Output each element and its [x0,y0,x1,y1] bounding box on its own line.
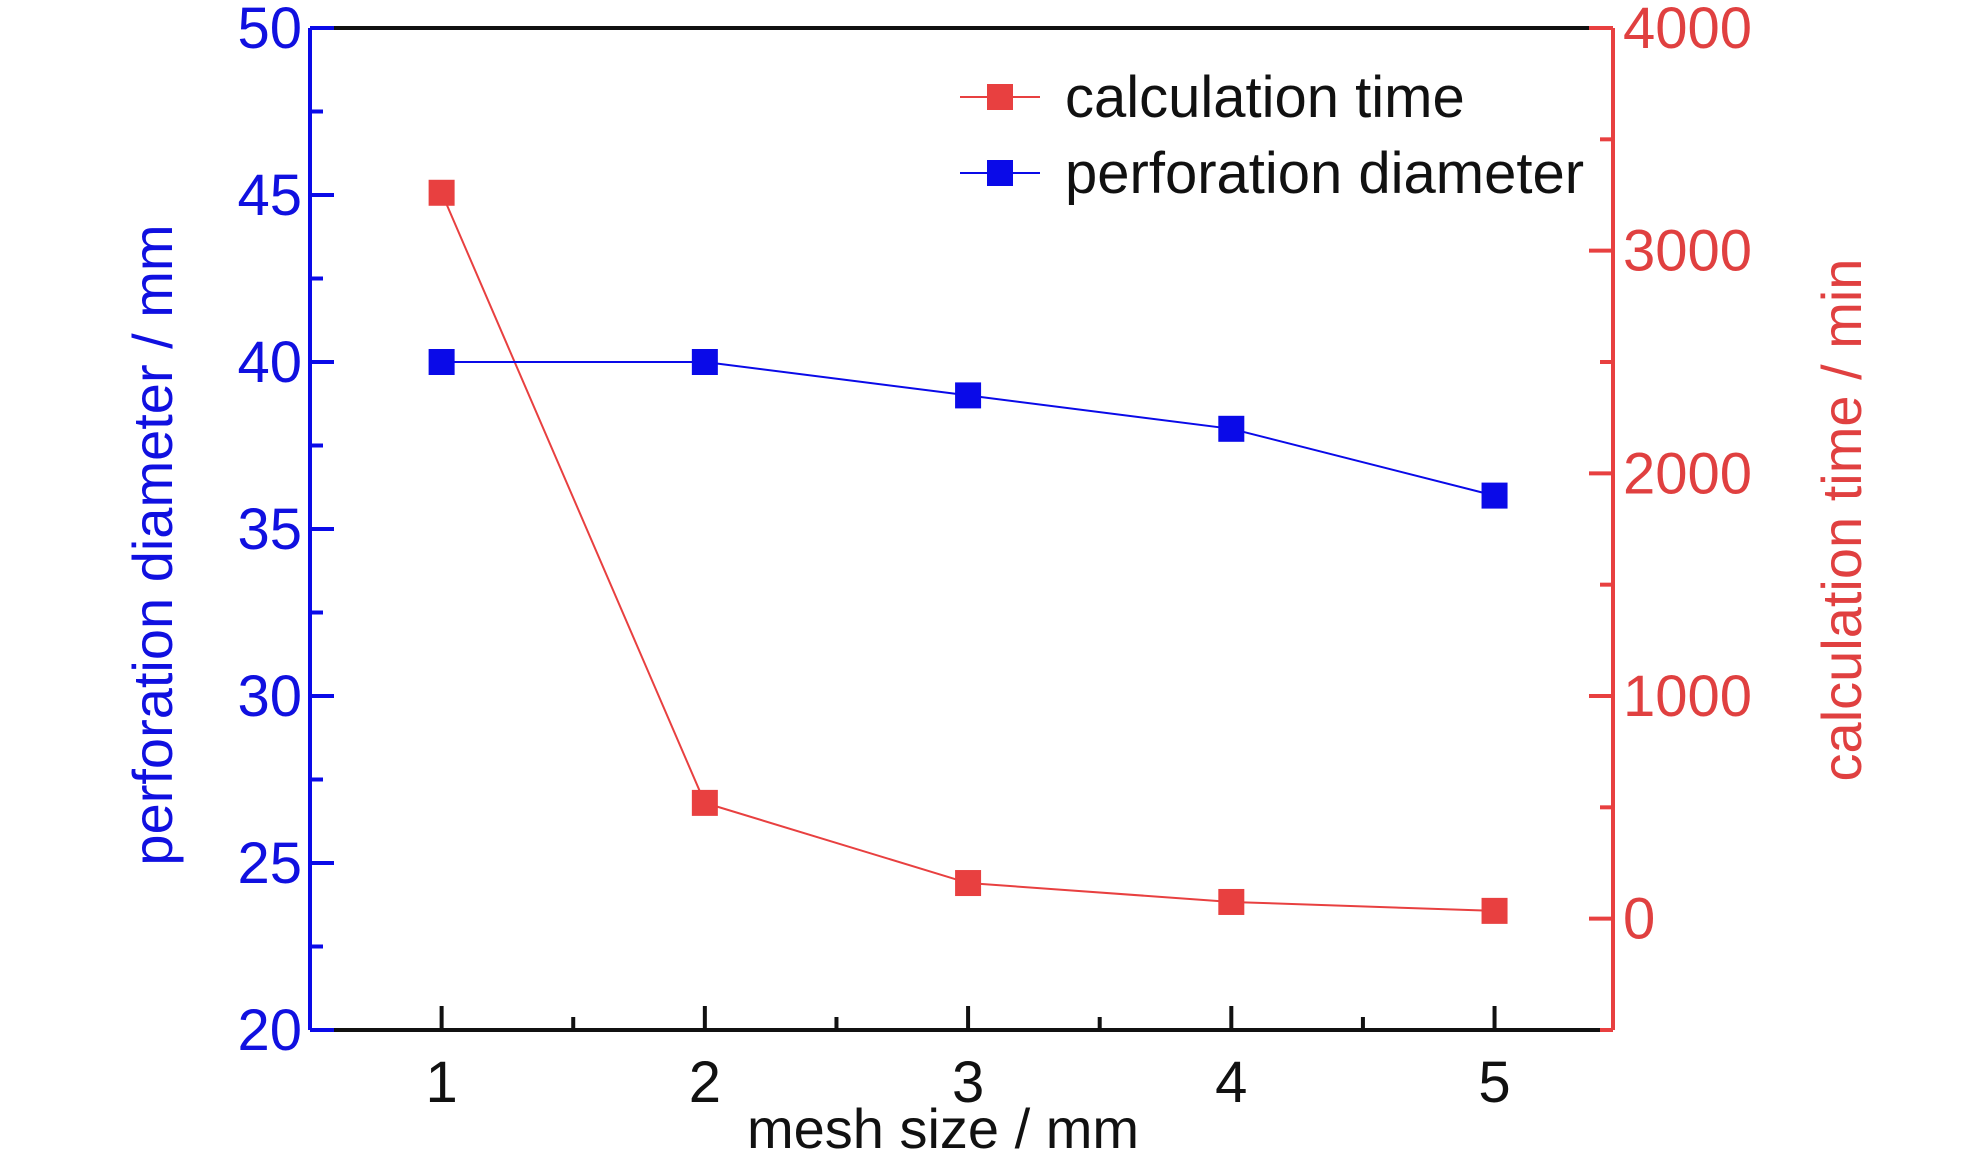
calculation-time-point [1481,897,1508,924]
right-tick-label: 1000 [1623,664,1752,729]
x-tick-label: 1 [425,1050,457,1115]
legend-label-calculation-time: calculation time [1065,65,1465,130]
right-tick-label: 0 [1623,887,1655,952]
x-axis: 1 2 3 4 5 [425,1006,1511,1115]
left-tick-label: 50 [237,0,302,61]
perforation-diameter-point [1481,482,1508,509]
perforation-diameter-point [428,349,455,375]
perforation-diameter-point [691,349,718,375]
right-tick-label: 3000 [1623,219,1752,284]
left-tick-label: 45 [237,163,302,228]
right-tick-label: 2000 [1623,441,1752,506]
perforation-diameter-point [955,382,982,409]
calculation-time-point [955,870,982,897]
right-tick-label: 4000 [1623,0,1752,61]
series-layer [428,179,1508,924]
right-y-axis-title: calculation time / min [1810,259,1873,782]
calculation-time-point [1218,888,1245,915]
x-axis-title: mesh size / mm [747,1097,1139,1157]
calculation-time-line [440,192,1495,912]
perforation-diameter-line [441,361,1495,497]
left-tick-label: 30 [237,664,302,729]
x-tick-label: 3 [952,1050,984,1115]
legend-marker-perforation-diameter [987,160,1013,186]
calculation-time-point [691,789,718,816]
legend-label-perforation-diameter: perforation diameter [1065,141,1584,206]
right-y-axis: 0 1000 2000 3000 4000 [1589,0,1752,1032]
left-tick-label: 25 [237,831,302,896]
legend-marker-calculation-time [987,84,1013,110]
x-tick-label: 2 [689,1050,721,1115]
left-y-axis: 20 25 30 35 40 45 50 [237,0,334,1063]
left-tick-label: 20 [237,998,302,1063]
x-tick-label: 4 [1215,1050,1247,1115]
legend: calculation time perforation diameter [960,65,1584,206]
calculation-time-point [428,179,455,206]
left-tick-label: 35 [237,497,302,562]
x-tick-label: 5 [1478,1050,1510,1115]
left-tick-label: 40 [237,330,302,395]
left-y-axis-title: perforation diameter / mm [121,224,184,865]
perforation-diameter-point [1218,415,1245,442]
